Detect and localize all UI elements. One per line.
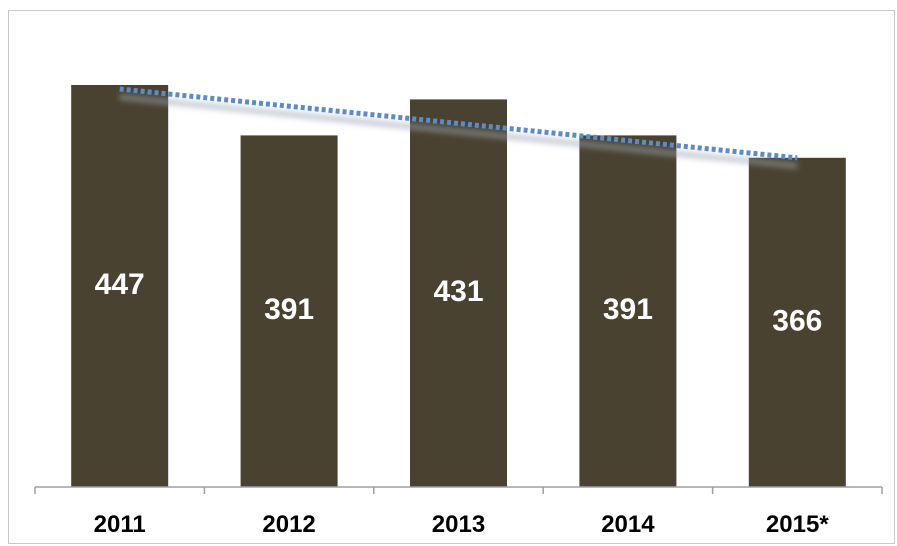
bar-2012 [240,135,338,487]
bars-group: 447 391 431 391 366 [71,85,846,488]
data-label-2013: 431 [433,275,483,308]
x-tick-label-2014: 2014 [601,511,655,538]
x-tick-label-2012: 2012 [262,511,315,538]
bar-2011 [71,85,169,487]
bar-2013 [410,99,507,488]
bar-2015-est [748,157,846,488]
x-tick-labels: 2011 2012 2013 2014 2015* [94,511,830,538]
data-label-2014: 391 [603,293,653,326]
x-tick-label-2011: 2011 [94,511,146,538]
trendline-shadow [119,94,798,169]
bar-2014 [579,135,677,487]
data-label-2011: 447 [95,268,145,301]
x-tick-label-2015-est: 2015* [766,511,829,538]
x-tick-label-2013: 2013 [432,511,485,538]
data-label-2012: 391 [264,293,314,326]
data-label-2015-est: 366 [772,304,822,337]
trendline [119,86,798,161]
x-axis [34,486,883,494]
trendline-group [119,86,798,169]
